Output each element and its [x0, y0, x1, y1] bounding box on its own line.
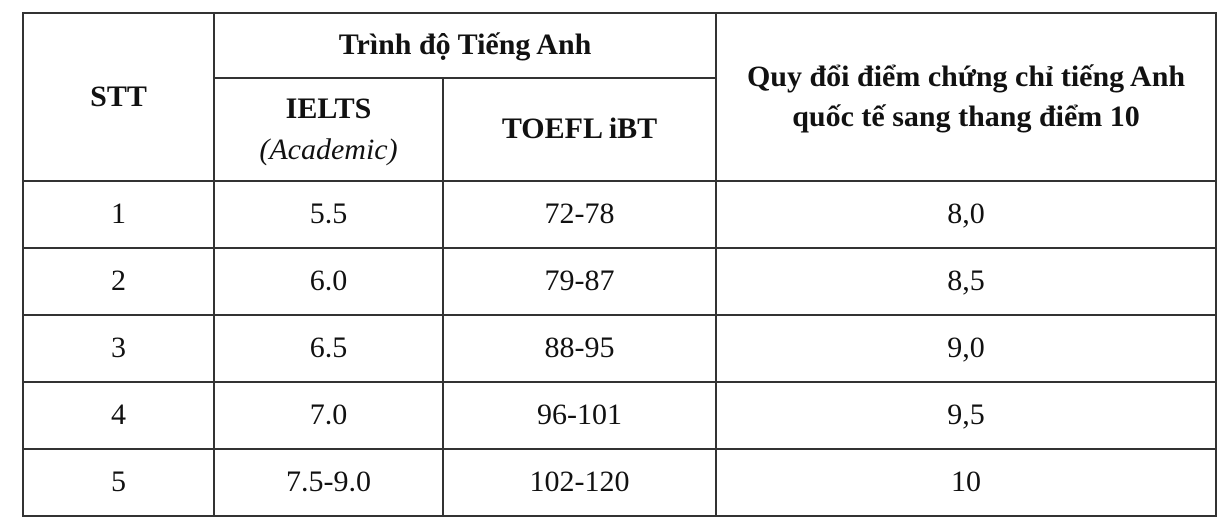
table-row: 1 5.5 72-78 8,0	[22, 180, 1218, 249]
stt-cell: 3	[22, 314, 215, 383]
ielts-cell: 6.5	[213, 314, 444, 383]
ielts-cell: 7.5-9.0	[213, 448, 444, 517]
header-ielts-cell: IELTS (Academic)	[213, 77, 444, 182]
ielts-cell: 5.5	[213, 180, 444, 249]
stt-cell: 5	[22, 448, 215, 517]
header-conversion: Quy đổi điểm chứng chỉ tiếng Anh quốc tế…	[715, 12, 1218, 182]
score-cell: 8,5	[715, 247, 1218, 316]
table-row: 5 7.5-9.0 102-120 10	[22, 448, 1218, 517]
header-group: Trình độ Tiếng Anh	[212, 12, 718, 79]
table-row: 4 7.0 96-101 9,5	[22, 381, 1218, 450]
score-cell: 9,0	[715, 314, 1218, 383]
toefl-cell: 102-120	[441, 448, 718, 517]
toefl-cell: 79-87	[441, 247, 718, 316]
header-ielts-note: (Academic)	[259, 132, 398, 166]
stt-cell: 1	[22, 180, 215, 249]
header-stt: STT	[22, 12, 215, 182]
table-row: 2 6.0 79-87 8,5	[22, 247, 1218, 316]
table-body: 1 5.5 72-78 8,0 2 6.0 79-87 8,5 3 6.5 88-95 9,0 4 7.0…	[22, 180, 1218, 517]
toefl-cell: 88-95	[441, 314, 718, 383]
stt-cell: 4	[22, 381, 215, 450]
ielts-cell: 6.0	[213, 247, 444, 316]
header-toefl: TOEFL iBT	[441, 77, 718, 182]
score-cell: 10	[715, 448, 1218, 517]
table-row: 3 6.5 88-95 9,0	[22, 314, 1218, 383]
header-ielts: IELTS	[285, 92, 372, 125]
ielts-cell: 7.0	[213, 381, 444, 450]
score-cell: 9,5	[715, 381, 1218, 450]
stt-cell: 2	[22, 247, 215, 316]
conversion-table: STT Trình độ Tiếng Anh Quy đổi điểm chứn…	[22, 12, 1218, 517]
score-cell: 8,0	[715, 180, 1218, 249]
toefl-cell: 72-78	[441, 180, 718, 249]
toefl-cell: 96-101	[441, 381, 718, 450]
